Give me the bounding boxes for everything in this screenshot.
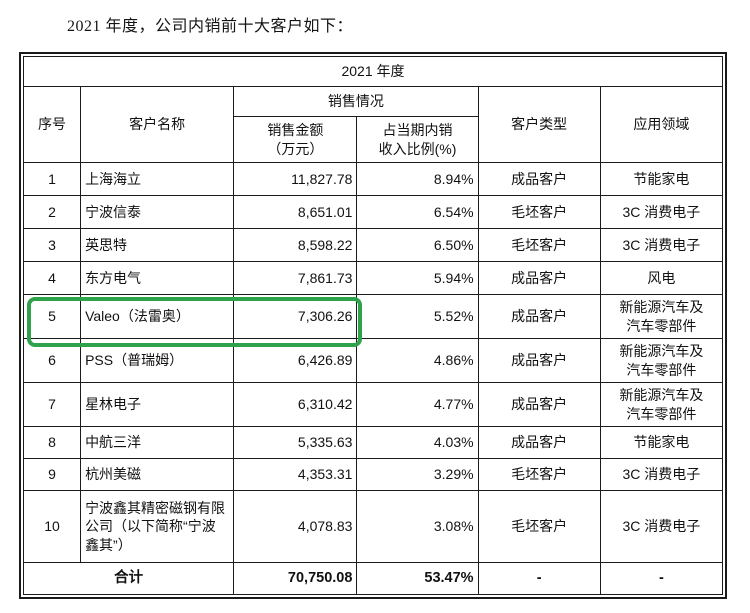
cell-customer-type: 成品客户 [477,294,601,339]
cell-customer-name: 宁波信泰 [80,195,235,229]
table-row-9: 9 杭州美磁 4,353.31 3.29% 毛坯客户 3C 消费电子 [22,458,724,491]
cell-application: 3C 消费电子 [599,458,724,491]
cell-customer-name: 宁波鑫其精密磁钢有限公司（以下简称“宁波鑫其”） [80,490,235,563]
cell-sales-amount: 8,651.01 [233,195,358,229]
cell-application: 新能源汽车及 汽车零部件 [599,294,724,339]
year-header-cell: 2021 年度 [23,56,723,87]
cell-index: 1 [22,162,82,196]
cell-index: 6 [22,338,82,383]
cell-sales-ratio: 4.77% [356,382,479,427]
cell-application: 风电 [599,261,724,295]
cell-sales-ratio: 5.52% [356,294,479,339]
cell-customer-type: 成品客户 [477,261,601,295]
total-label: 合计 [22,562,235,595]
page-title: 2021 年度，公司内销前十大客户如下： [67,18,354,35]
cell-sales-ratio: 3.29% [356,458,479,491]
cell-sales-amount: 5,335.63 [233,426,358,459]
cell-sales-ratio: 4.03% [356,426,479,459]
cell-index: 4 [22,261,82,295]
table-row-8: 8 中航三洋 5,335.63 4.03% 成品客户 节能家电 [22,426,724,459]
cell-sales-ratio: 6.54% [356,195,479,229]
cell-index: 5 [22,294,82,339]
total-application-dash: - [599,562,724,595]
cell-customer-type: 成品客户 [477,338,601,383]
cell-customer-type: 成品客户 [477,426,601,459]
cell-customer-type: 毛坯客户 [477,228,601,262]
cell-index: 9 [22,458,82,491]
cell-customer-type: 毛坯客户 [477,490,601,563]
cell-sales-ratio: 5.94% [356,261,479,295]
col-header-sales-ratio: 占当期内销 收入比例(%) [356,116,479,163]
cell-application: 节能家电 [599,162,724,196]
cell-application: 3C 消费电子 [599,228,724,262]
col-header-sales-amount: 销售金额 （万元） [233,116,358,163]
cell-sales-ratio: 6.50% [356,228,479,262]
cell-customer-name: 东方电气 [80,261,235,295]
cell-sales-amount: 7,306.26 [233,294,358,339]
table-row-6: 6 PSS（普瑞姆） 6,426.89 4.86% 成品客户 新能源汽车及 汽车… [22,338,724,383]
cell-customer-name: Valeo（法雷奥） [80,294,235,339]
col-header-customer-name: 客户名称 [80,86,235,163]
table-row-7: 7 星林电子 6,310.42 4.77% 成品客户 新能源汽车及 汽车零部件 [22,382,724,427]
cell-application: 新能源汽车及 汽车零部件 [599,382,724,427]
table-row-1: 1 上海海立 11,827.78 8.94% 成品客户 节能家电 [22,162,724,196]
table-total-row: 合计 70,750.08 53.47% - - [22,562,724,595]
col-header-application: 应用领域 [599,86,724,163]
col-header-index: 序号 [22,86,82,163]
cell-customer-name: 中航三洋 [80,426,235,459]
cell-sales-amount: 4,353.31 [233,458,358,491]
cell-customer-name: 星林电子 [80,382,235,427]
col-header-sales-group: 销售情况 [233,86,479,117]
cell-sales-amount: 4,078.83 [233,490,358,563]
table-year-header-row: 2021 年度 [23,56,723,87]
cell-index: 2 [22,195,82,229]
cell-customer-type: 毛坯客户 [477,195,601,229]
cell-sales-ratio: 4.86% [356,338,479,383]
total-sales-amount: 70,750.08 [233,562,358,595]
cell-sales-ratio: 3.08% [356,490,479,563]
cell-sales-ratio: 8.94% [356,162,479,196]
cell-index: 7 [22,382,82,427]
top-customers-table: 2021 年度 序号 客户名称 销售情况 客户类型 应用领域 销售金额 （万元）… [22,56,724,595]
cell-sales-amount: 8,598.22 [233,228,358,262]
cell-application: 3C 消费电子 [599,490,724,563]
table-header-row-2: 销售金额 （万元） 占当期内销 收入比例(%) [24,116,723,163]
cell-application: 新能源汽车及 汽车零部件 [599,338,724,383]
total-customer-type-dash: - [477,562,601,595]
cell-sales-amount: 6,426.89 [233,338,358,383]
table-row-4: 4 东方电气 7,861.73 5.94% 成品客户 风电 [22,261,724,295]
cell-customer-name: PSS（普瑞姆） [80,338,235,383]
table-row-10: 10 宁波鑫其精密磁钢有限公司（以下简称“宁波鑫其”） 4,078.83 3.0… [22,490,724,563]
cell-index: 10 [22,490,82,563]
table-row-5-highlighted: 5 Valeo（法雷奥） 7,306.26 5.52% 成品客户 新能源汽车及 … [22,294,724,339]
cell-sales-amount: 7,861.73 [233,261,358,295]
cell-customer-type: 毛坯客户 [477,458,601,491]
cell-index: 8 [22,426,82,459]
top-customers-table-wrapper: 2021 年度 序号 客户名称 销售情况 客户类型 应用领域 销售金额 （万元）… [19,52,727,599]
cell-index: 3 [22,228,82,262]
table-header-row-1: 序号 客户名称 销售情况 客户类型 应用领域 [22,86,724,163]
cell-customer-name: 杭州美磁 [80,458,235,491]
cell-sales-amount: 11,827.78 [233,162,358,196]
table-row-3: 3 英思特 8,598.22 6.50% 毛坯客户 3C 消费电子 [22,228,724,262]
cell-sales-amount: 6,310.42 [233,382,358,427]
cell-customer-type: 成品客户 [477,162,601,196]
cell-customer-name: 英思特 [80,228,235,262]
total-sales-ratio: 53.47% [356,562,479,595]
cell-customer-name: 上海海立 [80,162,235,196]
cell-customer-type: 成品客户 [477,382,601,427]
col-header-customer-type: 客户类型 [477,86,601,163]
table-row-2: 2 宁波信泰 8,651.01 6.54% 毛坯客户 3C 消费电子 [22,195,724,229]
cell-application: 节能家电 [599,426,724,459]
cell-application: 3C 消费电子 [599,195,724,229]
